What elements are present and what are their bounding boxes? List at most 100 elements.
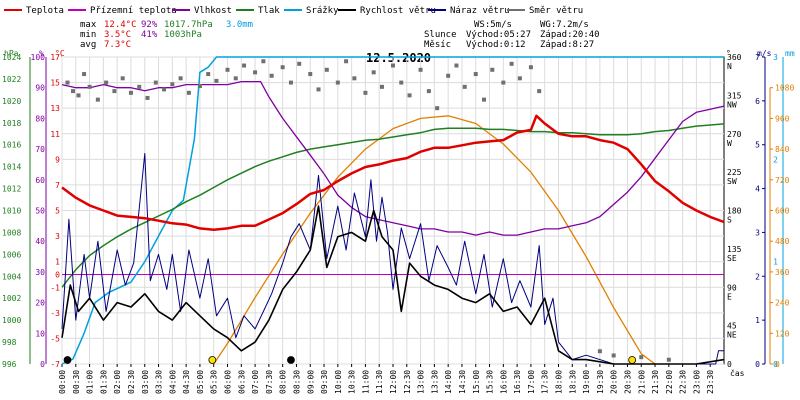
direction-tick-label: 360 bbox=[727, 53, 742, 62]
x-tick-label: 06:30 bbox=[237, 370, 246, 394]
x-tick-label: 03:30 bbox=[155, 370, 164, 394]
direction-tick-label: SE bbox=[727, 254, 737, 263]
direction-tick-label: 90 bbox=[727, 283, 737, 292]
x-tick-label: 20:30 bbox=[623, 370, 632, 394]
humidity-tick-label: 50 bbox=[35, 207, 45, 216]
x-tick-label: 10:30 bbox=[348, 370, 357, 394]
x-tick-label: 17:30 bbox=[541, 370, 550, 394]
solar-tick-label: 0 bbox=[775, 360, 780, 369]
direction-tick-label: 45 bbox=[727, 322, 737, 331]
wind-direction-point bbox=[528, 65, 533, 70]
wind-direction-point bbox=[197, 83, 202, 88]
x-tick-label: 17:00 bbox=[527, 370, 536, 394]
legend-label-naraz-vetru: Náraz větru bbox=[450, 6, 510, 16]
x-tick-label: 22:30 bbox=[679, 370, 688, 394]
humidity-tick-label: 0 bbox=[40, 360, 45, 369]
humidity-tick-label: 80 bbox=[35, 114, 45, 123]
wind-direction-point bbox=[639, 355, 644, 360]
wind-tick-label: 2 bbox=[755, 272, 760, 281]
temp-tick-label: 9 bbox=[55, 155, 60, 164]
wind-direction-point bbox=[206, 72, 211, 77]
x-tick-label: 07:00 bbox=[251, 370, 260, 394]
wind-direction-point bbox=[95, 97, 100, 102]
solar-tick-label: 840 bbox=[775, 145, 790, 154]
humidity-tick-label: 70 bbox=[35, 145, 45, 154]
wind-direction-point bbox=[137, 84, 142, 89]
pressure-tick-label: 998 bbox=[2, 338, 17, 347]
wind-direction-point bbox=[473, 72, 478, 77]
x-tick-label: 16:30 bbox=[513, 370, 522, 394]
stats-max-label: max bbox=[80, 20, 97, 30]
x-tick-label: 23:30 bbox=[706, 370, 715, 394]
wind-direction-point bbox=[186, 90, 191, 95]
wind-direction-point bbox=[517, 76, 522, 81]
solar-tick-label: 480 bbox=[775, 237, 790, 246]
axis-time-label: čas bbox=[730, 368, 745, 378]
temp-tick-label: 7 bbox=[55, 181, 60, 190]
x-tick-label: 21:30 bbox=[651, 370, 660, 394]
series bbox=[61, 56, 725, 365]
wind-direction-point bbox=[363, 90, 368, 95]
temp-tick-label: 0 bbox=[55, 270, 60, 279]
temp-tick-label: 17 bbox=[50, 53, 60, 62]
wind-direction-point bbox=[71, 89, 76, 94]
temp-tick-label: -7 bbox=[50, 360, 60, 369]
direction-tick-label: NW bbox=[727, 100, 737, 109]
x-tick-label: 04:00 bbox=[168, 370, 177, 394]
rain-tick-label: 1 bbox=[773, 258, 778, 267]
x-tick-label: 13:30 bbox=[430, 370, 439, 394]
wind-direction-point bbox=[280, 65, 285, 70]
x-tick-label: 18:00 bbox=[555, 370, 564, 394]
temp-tick-label: 13 bbox=[50, 104, 60, 113]
wind-direction-point bbox=[611, 353, 616, 358]
x-tick-label: 12:30 bbox=[403, 370, 412, 394]
wind-direction-point bbox=[482, 97, 487, 102]
x-tick-label: 21:00 bbox=[637, 370, 646, 394]
direction-tick-label: NE bbox=[727, 331, 737, 340]
wind-tick-label: 6 bbox=[755, 97, 760, 106]
pressure-tick-label: 1012 bbox=[2, 185, 21, 194]
stats-max-rain: 3.0mm bbox=[226, 20, 253, 30]
x-tick-label: 01:00 bbox=[86, 370, 95, 394]
humidity-tick-label: 20 bbox=[35, 299, 45, 308]
wind-direction-point bbox=[82, 72, 87, 77]
x-tick-label: 15:30 bbox=[486, 370, 495, 394]
legend-label-rychlost-vetru: Rychlost větru bbox=[360, 6, 436, 16]
axis-unit-deg: ° bbox=[726, 49, 731, 58]
wind-direction-point bbox=[666, 357, 671, 362]
temp-tick-label: 11 bbox=[50, 130, 60, 139]
x-tick-label: 16:00 bbox=[499, 370, 508, 394]
wind-direction-point bbox=[371, 70, 376, 75]
humidity-tick-label: 40 bbox=[35, 237, 45, 246]
pressure-tick-label: 1000 bbox=[2, 316, 21, 325]
moon-marker bbox=[63, 356, 72, 364]
axis-unit-pct: % bbox=[39, 49, 44, 58]
x-tick-label: 04:30 bbox=[182, 370, 191, 394]
stats-min-pres: 1003hPa bbox=[164, 30, 202, 40]
legend-label-srazky: Srážky bbox=[306, 6, 339, 16]
x-tick-label: 07:30 bbox=[265, 370, 274, 394]
stats-avg-label: avg bbox=[80, 40, 96, 50]
temp-tick-label: 3 bbox=[55, 232, 60, 241]
wind-direction-point bbox=[597, 349, 602, 354]
wind-tick-label: 4 bbox=[755, 185, 760, 194]
sun-marker bbox=[628, 356, 637, 364]
wind-direction-point bbox=[288, 80, 293, 85]
x-tick-label: 11:30 bbox=[375, 370, 384, 394]
x-tick-label: 02:00 bbox=[113, 370, 122, 394]
x-tick-label: 19:30 bbox=[596, 370, 605, 394]
rain-tick-label: 2 bbox=[773, 155, 778, 164]
pressure-tick-label: 996 bbox=[2, 360, 17, 369]
wind-direction-point bbox=[324, 67, 329, 72]
info-wg: WG:7.2m/s bbox=[540, 20, 589, 30]
x-tick-label: 09:30 bbox=[320, 370, 329, 394]
axis-unit-mm: mm bbox=[785, 49, 795, 58]
pressure-tick-label: 1010 bbox=[2, 207, 21, 216]
x-tick-label: 06:00 bbox=[224, 370, 233, 394]
wind-direction-point bbox=[269, 73, 274, 78]
direction-tick-label: 180 bbox=[727, 207, 742, 216]
legend-label-smer-vetru: Směr větru bbox=[529, 6, 583, 16]
x-tick-label: 14:30 bbox=[458, 370, 467, 394]
x-tick-label: 01:30 bbox=[99, 370, 108, 394]
